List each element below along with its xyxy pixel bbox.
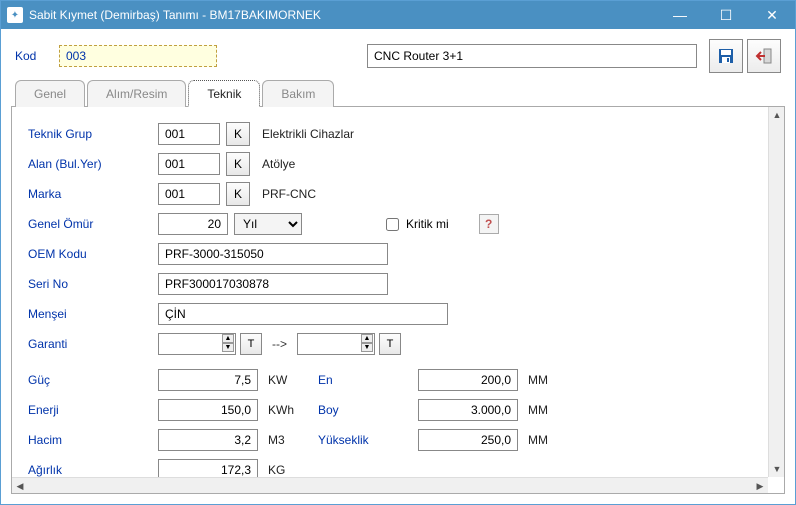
help-button[interactable]: ? xyxy=(479,214,499,234)
tab-alim-resim[interactable]: Alım/Resim xyxy=(87,80,186,107)
garanti-from-t-button[interactable]: T xyxy=(240,333,262,355)
hacim-unit: M3 xyxy=(268,433,318,447)
tab-teknik[interactable]: Teknik xyxy=(188,80,260,107)
close-button[interactable]: ✕ xyxy=(749,1,795,29)
scroll-up-icon[interactable]: ▲ xyxy=(769,107,785,123)
tab-genel[interactable]: Genel xyxy=(15,80,85,107)
teknik-grup-label: Teknik Grup xyxy=(28,127,158,141)
kritik-checkbox[interactable] xyxy=(386,218,399,231)
oem-label: OEM Kodu xyxy=(28,247,158,261)
mensei-label: Menşei xyxy=(28,307,158,321)
yukseklik-unit: MM xyxy=(528,433,568,447)
seri-no-label: Seri No xyxy=(28,277,158,291)
garanti-to-t-button[interactable]: T xyxy=(379,333,401,355)
alan-label: Alan (Bul.Yer) xyxy=(28,157,158,171)
header-row: Kod xyxy=(1,29,795,79)
genel-omur-input[interactable] xyxy=(158,213,228,235)
yukseklik-input[interactable] xyxy=(418,429,518,451)
hacim-input[interactable] xyxy=(158,429,258,451)
marka-lookup-button[interactable]: K xyxy=(226,182,250,206)
window-title: Sabit Kıymet (Demirbaş) Tanımı - BM17BAK… xyxy=(29,8,657,22)
minimize-button[interactable]: — xyxy=(657,1,703,29)
marka-label: Marka xyxy=(28,187,158,201)
en-unit: MM xyxy=(528,373,568,387)
oem-input[interactable] xyxy=(158,243,388,265)
guc-input[interactable] xyxy=(158,369,258,391)
vertical-scrollbar[interactable]: ▲ ▼ xyxy=(768,107,784,477)
mensei-input[interactable] xyxy=(158,303,448,325)
exit-icon xyxy=(755,47,773,65)
en-label: En xyxy=(318,373,418,387)
tab-bakim[interactable]: Bakım xyxy=(262,80,334,107)
teknik-grup-input[interactable] xyxy=(158,123,220,145)
window-controls: — ☐ ✕ xyxy=(657,1,795,29)
kritik-label: Kritik mi xyxy=(406,217,449,231)
scroll-right-icon[interactable]: ▶ xyxy=(752,478,768,494)
titlebar: ✦ Sabit Kıymet (Demirbaş) Tanımı - BM17B… xyxy=(1,1,795,29)
en-input[interactable] xyxy=(418,369,518,391)
app-icon: ✦ xyxy=(7,7,23,23)
garanti-arrow: --> xyxy=(272,337,287,351)
omur-unit-select[interactable]: Yıl xyxy=(234,213,302,235)
hacim-label: Hacim xyxy=(28,433,158,447)
exit-button[interactable] xyxy=(747,39,781,73)
scroll-down-icon[interactable]: ▼ xyxy=(769,461,785,477)
boy-input[interactable] xyxy=(418,399,518,421)
save-button[interactable] xyxy=(709,39,743,73)
alan-lookup-button[interactable]: K xyxy=(226,152,250,176)
guc-unit: KW xyxy=(268,373,318,387)
form-content: Teknik Grup K Elektrikli Cihazlar Alan (… xyxy=(12,107,784,494)
agirlik-unit: KG xyxy=(268,463,318,477)
maximize-button[interactable]: ☐ xyxy=(703,1,749,29)
tab-strip: Genel Alım/Resim Teknik Bakım xyxy=(1,80,795,107)
enerji-label: Enerji xyxy=(28,403,158,417)
agirlik-label: Ağırlık xyxy=(28,463,158,477)
scroll-left-icon[interactable]: ◀ xyxy=(12,478,28,494)
marka-input[interactable] xyxy=(158,183,220,205)
garanti-label: Garanti xyxy=(28,337,158,351)
enerji-input[interactable] xyxy=(158,399,258,421)
enerji-unit: KWh xyxy=(268,403,318,417)
teknik-grup-desc: Elektrikli Cihazlar xyxy=(262,127,354,141)
horizontal-scrollbar[interactable]: ◀ ▶ xyxy=(12,477,768,493)
content-frame: Teknik Grup K Elektrikli Cihazlar Alan (… xyxy=(11,106,785,494)
app-window: ✦ Sabit Kıymet (Demirbaş) Tanımı - BM17B… xyxy=(0,0,796,505)
save-icon xyxy=(717,47,735,65)
genel-omur-label: Genel Ömür xyxy=(28,217,158,231)
yukseklik-label: Yükseklik xyxy=(318,433,418,447)
kod-input[interactable] xyxy=(59,45,217,67)
name-input[interactable] xyxy=(367,44,697,68)
boy-label: Boy xyxy=(318,403,418,417)
toolbar-buttons xyxy=(709,39,781,73)
teknik-grup-lookup-button[interactable]: K xyxy=(226,122,250,146)
seri-no-input[interactable] xyxy=(158,273,388,295)
guc-label: Güç xyxy=(28,373,158,387)
kod-label: Kod xyxy=(15,49,49,63)
boy-unit: MM xyxy=(528,403,568,417)
garanti-from-spinner[interactable]: ▲▼ xyxy=(222,334,234,352)
marka-desc: PRF-CNC xyxy=(262,187,316,201)
garanti-to-spinner[interactable]: ▲▼ xyxy=(361,334,373,352)
alan-input[interactable] xyxy=(158,153,220,175)
alan-desc: Atölye xyxy=(262,157,295,171)
